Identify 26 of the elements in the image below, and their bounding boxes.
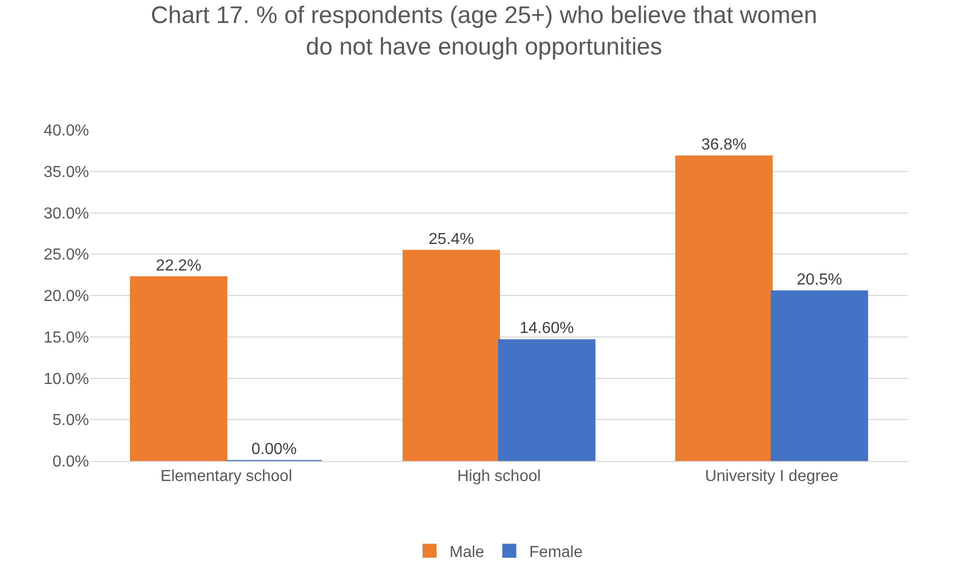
bar (675, 155, 773, 461)
data-label: 0.00% (251, 441, 297, 458)
y-tick-label: 20.0% (44, 288, 89, 306)
bar (402, 250, 500, 461)
y-tick-label: 5.0% (52, 412, 89, 430)
chart-title: Chart 17. % of respondents (age 25+) who believe that women do not have enough opportunities (150, 2, 818, 60)
y-tick-label: 10.0% (44, 370, 89, 388)
data-label: 20.5% (796, 271, 842, 288)
y-tick-label: 15.0% (44, 329, 89, 346)
y-tick-label: 40.0% (44, 122, 89, 140)
data-label: 25.4% (428, 230, 474, 248)
legend-label: Male (450, 544, 484, 561)
x-tick-label: Elementary school (160, 468, 292, 486)
data-label: 22.2% (156, 257, 202, 274)
y-tick-label: 25.0% (44, 246, 89, 264)
legend-label: Female (529, 544, 583, 561)
x-tick-label: High school (457, 468, 541, 486)
bar (130, 276, 228, 461)
data-label: 14.60% (520, 320, 574, 338)
y-tick-label: 30.0% (44, 205, 89, 222)
bar (498, 339, 596, 461)
x-tick-label: University I degree (704, 468, 838, 486)
data-label: 36.8% (701, 136, 747, 154)
y-tick-label: 35.0% (44, 164, 89, 181)
bar (770, 290, 868, 461)
y-tick-label: 0.0% (52, 454, 89, 471)
